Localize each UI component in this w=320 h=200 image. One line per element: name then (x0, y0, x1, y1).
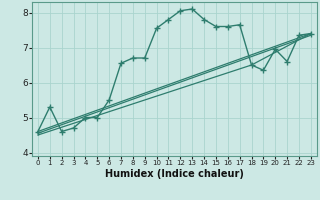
X-axis label: Humidex (Indice chaleur): Humidex (Indice chaleur) (105, 169, 244, 179)
